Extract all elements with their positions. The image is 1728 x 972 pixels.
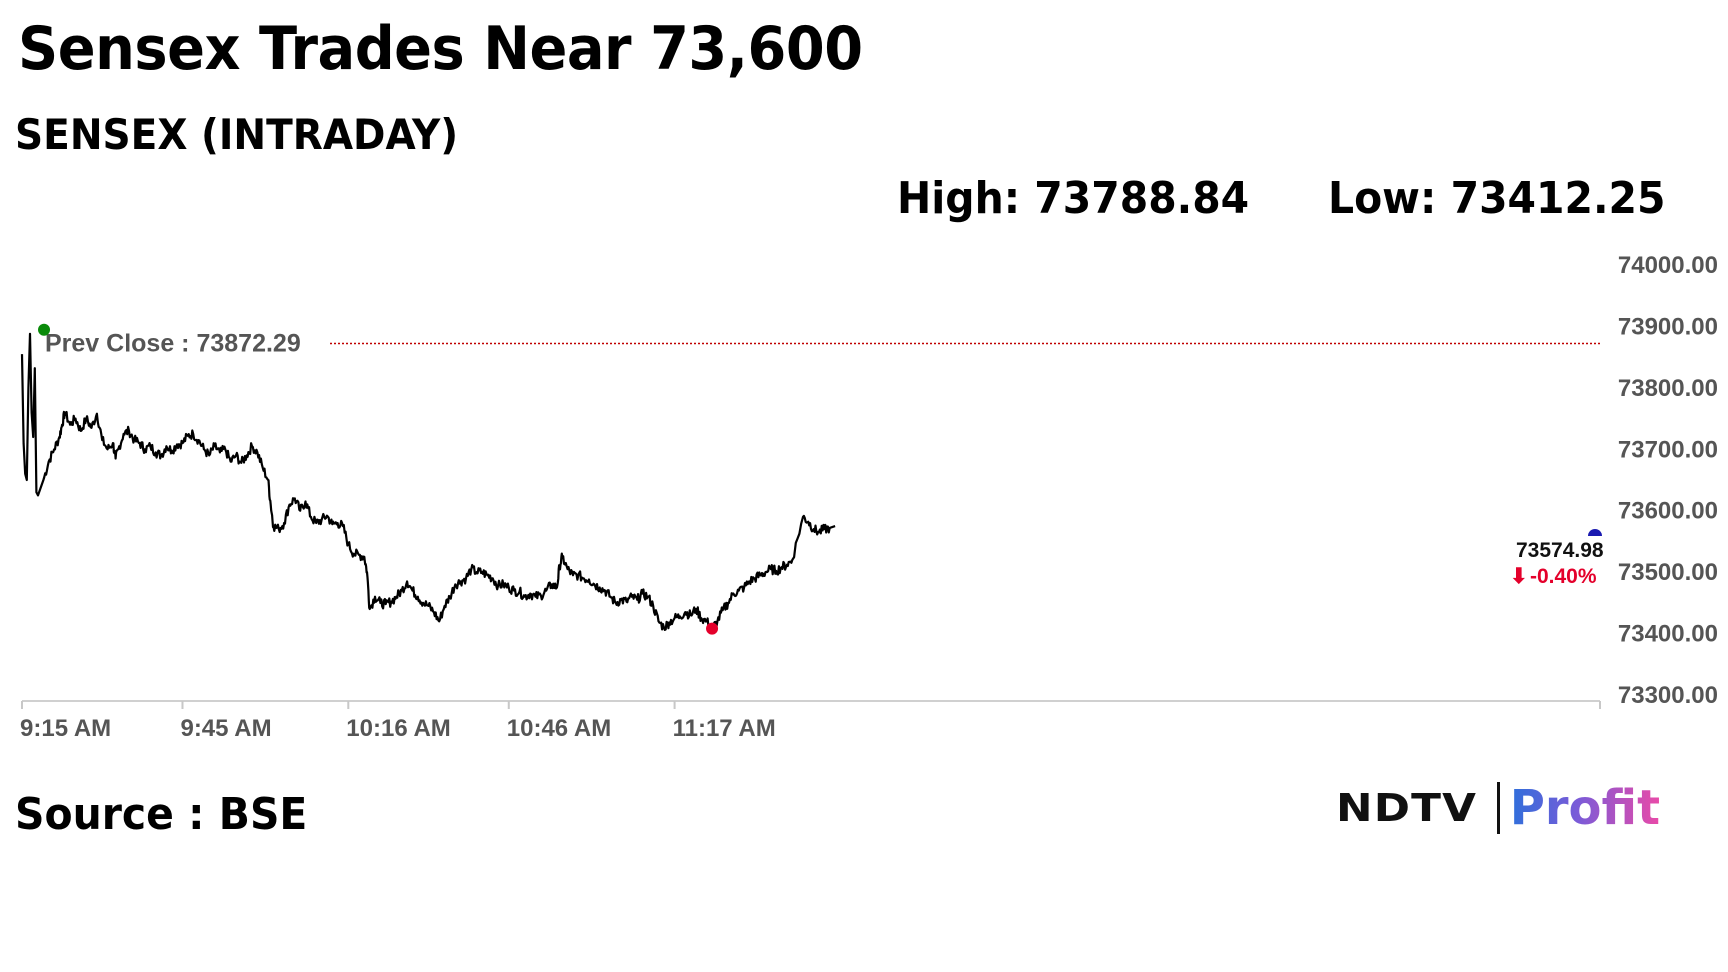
low-value: Low: 73412.25 xyxy=(1328,173,1666,224)
down-arrow-icon: ⬇ xyxy=(1510,565,1528,588)
sensex-series-line xyxy=(20,332,836,631)
y-tick-label: 73700.00 xyxy=(1618,436,1718,463)
chart-subtitle: SENSEX (INTRADAY) xyxy=(15,110,459,159)
change-percent-label: -0.40% xyxy=(1530,565,1597,588)
x-tick-label: 9:15 AM xyxy=(20,715,111,742)
y-tick-label: 73800.00 xyxy=(1618,375,1718,402)
y-tick-label: 74000.00 xyxy=(1618,252,1718,279)
logo-profit-text: Profit xyxy=(1509,780,1661,836)
source-note: Source : BSE xyxy=(15,789,308,840)
high-point-marker xyxy=(38,323,51,336)
x-tick-label: 10:46 AM xyxy=(507,715,611,742)
ndtv-profit-logo: NDTV Profit xyxy=(1336,778,1660,838)
y-tick-label: 73400.00 xyxy=(1618,621,1718,648)
y-tick-label: 73300.00 xyxy=(1618,682,1718,709)
low-point-marker xyxy=(706,622,719,635)
last-value-label: 73574.98 xyxy=(1516,539,1604,562)
y-tick-label: 73600.00 xyxy=(1618,498,1718,525)
x-tick-label: 11:17 AM xyxy=(673,715,776,742)
prev-close-label: Prev Close : 73872.29 xyxy=(45,329,301,357)
last-point-marker xyxy=(1588,529,1602,536)
y-tick-label: 73900.00 xyxy=(1618,313,1718,340)
high-value: High: 73788.84 xyxy=(897,173,1250,224)
page-title: Sensex Trades Near 73,600 xyxy=(18,14,863,84)
x-tick-label: 9:45 AM xyxy=(180,715,271,742)
logo-divider xyxy=(1496,782,1500,834)
logo-ndtv-text: NDTV xyxy=(1336,786,1478,830)
y-tick-label: 73500.00 xyxy=(1618,559,1718,586)
x-tick-label: 10:16 AM xyxy=(346,715,450,742)
